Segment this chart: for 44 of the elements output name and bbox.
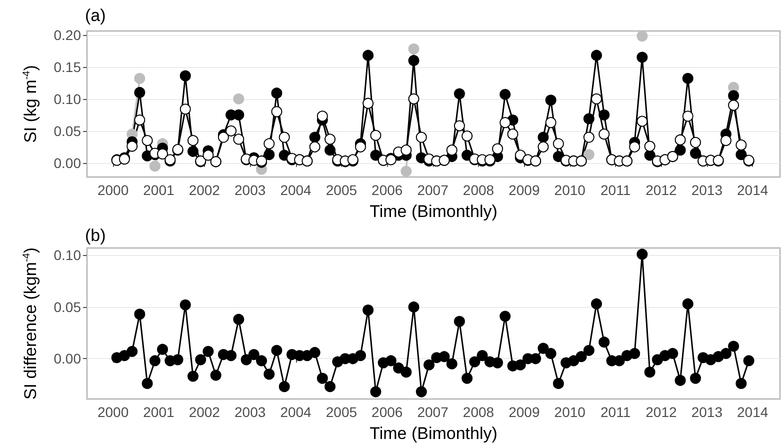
x-tick-label: 2002 [188,182,220,198]
x-tick-label: 2004 [280,404,312,420]
x-axis-title: Time (Bimonthly) [370,202,498,221]
y-axis-title: SI (kg m-4) [21,65,40,143]
x-tick-label: 2008 [462,182,494,198]
x-tick-label: 2013 [691,404,723,420]
x-tick-label: 2004 [280,182,312,198]
x-tick-label: 2003 [234,404,266,420]
chart-title: (a) [85,6,106,25]
y-tick-label: 0.00 [54,154,82,171]
x-tick-label: 2007 [417,182,449,198]
x-tick-label: 2007 [417,404,449,420]
x-tick-label: 2011 [600,404,631,420]
x-tick-label: 2009 [508,404,540,420]
x-tick-label: 2012 [646,404,678,420]
x-tick-label: 2002 [188,404,220,420]
y-tick-label: 0.05 [54,122,82,139]
x-tick-label: 2005 [326,182,358,198]
y-tick-label: 0.20 [54,26,82,43]
x-tick-label: 2000 [97,404,129,420]
y-tick-label: 0.05 [54,298,82,315]
x-tick-label: 2012 [646,182,678,198]
x-tick-label: 2011 [600,182,631,198]
x-tick-label: 2009 [508,182,540,198]
x-tick-label: 2005 [326,404,358,420]
x-tick-label: 2014 [737,404,768,420]
y-tick-label: 0.00 [54,350,82,367]
x-tick-label: 2001 [143,182,174,198]
x-tick-label: 2000 [97,182,129,198]
x-tick-label: 2014 [737,182,768,198]
x-tick-label: 2006 [372,404,403,420]
y-tick-label: 0.10 [54,90,82,107]
y-tick-label: 0.15 [54,58,82,75]
x-tick-label: 2010 [554,182,586,198]
x-tick-label: 2008 [462,404,494,420]
x-axis-title: Time (Bimonthly) [370,424,498,443]
x-tick-label: 2001 [143,404,174,420]
x-tick-label: 2010 [554,404,586,420]
chart-title: (b) [85,226,106,245]
x-tick-label: 2006 [372,182,403,198]
x-tick-label: 2003 [234,182,266,198]
y-tick-label: 0.10 [54,247,82,264]
y-axis-title: SI difference (kgm-4) [21,247,40,400]
x-tick-label: 2013 [691,182,723,198]
